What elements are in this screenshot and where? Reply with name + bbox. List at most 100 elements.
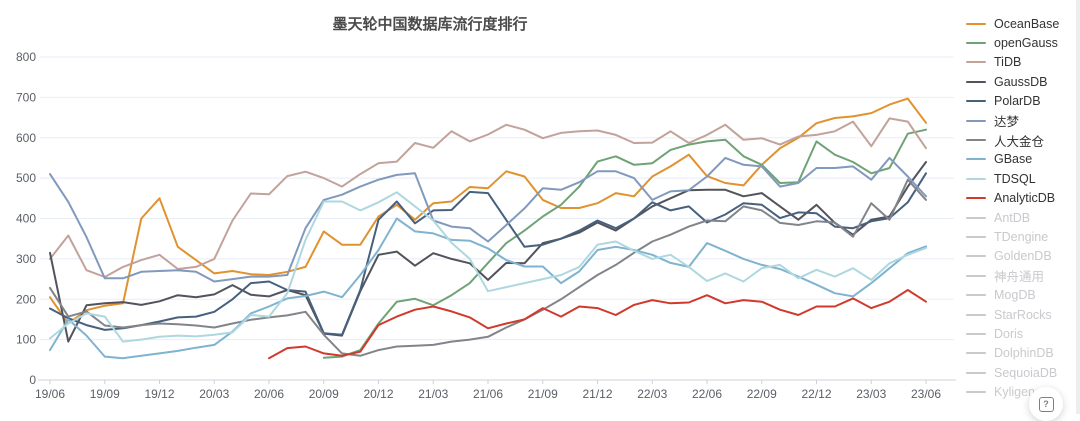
legend-line-marker bbox=[966, 197, 986, 200]
legend-label: PolarDB bbox=[994, 94, 1041, 109]
x-axis-tick-label: 19/06 bbox=[35, 387, 65, 401]
y-axis-tick-label: 100 bbox=[16, 333, 36, 347]
series-line-人大金仓 bbox=[49, 178, 927, 357]
legend-item-OceanBase[interactable]: OceanBase bbox=[966, 14, 1078, 33]
legend-label: MogDB bbox=[994, 288, 1036, 303]
legend-item-GaussDB[interactable]: GaussDB bbox=[966, 72, 1078, 91]
legend-line-marker bbox=[966, 352, 986, 355]
help-button[interactable]: ? bbox=[1029, 387, 1063, 421]
legend-line-marker bbox=[966, 255, 986, 258]
legend-label: DolphinDB bbox=[994, 346, 1054, 361]
legend-label: Doris bbox=[994, 326, 1024, 341]
legend-label: TDengine bbox=[994, 229, 1049, 244]
legend-item-DolphinDB[interactable]: DolphinDB bbox=[966, 344, 1078, 363]
legend-line-marker bbox=[966, 177, 986, 180]
series-line-TiDB bbox=[49, 117, 927, 278]
legend-line-marker bbox=[966, 100, 986, 103]
legend-line-marker bbox=[966, 42, 986, 45]
legend-label: 神舟通用 bbox=[994, 270, 1045, 285]
legend-item-StarRocks[interactable]: StarRocks bbox=[966, 305, 1078, 324]
legend-label: StarRocks bbox=[994, 307, 1052, 322]
legend-item-GoldenDB[interactable]: GoldenDB bbox=[966, 247, 1078, 266]
x-axis-tick-label: 23/06 bbox=[911, 387, 941, 401]
legend-line-marker bbox=[966, 80, 986, 83]
legend-label: TDSQL bbox=[994, 171, 1036, 186]
legend-item-GBase[interactable]: GBase bbox=[966, 150, 1078, 169]
legend-line-marker bbox=[966, 294, 986, 297]
legend-item-神舟通用[interactable]: 神舟通用 bbox=[966, 266, 1078, 285]
series-line-GaussDB bbox=[49, 161, 927, 343]
series-line-AnalyticDB bbox=[268, 289, 927, 360]
legend-line-marker bbox=[966, 139, 986, 142]
y-axis-tick-label: 800 bbox=[16, 50, 36, 64]
legend-line-marker bbox=[966, 22, 986, 25]
y-axis-tick-label: 200 bbox=[16, 292, 36, 306]
x-axis-tick-label: 23/03 bbox=[856, 387, 886, 401]
legend-label: GoldenDB bbox=[994, 249, 1052, 264]
series-line-TDSQL bbox=[49, 191, 927, 343]
legend-label: GBase bbox=[994, 152, 1033, 167]
legend-line-marker bbox=[966, 391, 986, 394]
x-axis-tick-label: 22/03 bbox=[637, 387, 667, 401]
x-axis-tick-label: 22/06 bbox=[692, 387, 722, 401]
legend-item-AntDB[interactable]: AntDB bbox=[966, 208, 1078, 227]
legend-label: openGauss bbox=[994, 36, 1058, 51]
y-axis-tick-label: 0 bbox=[29, 373, 36, 387]
legend-line-marker bbox=[966, 332, 986, 335]
y-axis-tick-label: 500 bbox=[16, 171, 36, 185]
legend-line-marker bbox=[966, 158, 986, 161]
series-line-OceanBase bbox=[49, 97, 927, 325]
series-line-达梦 bbox=[49, 156, 927, 283]
legend-label: 人大金仓 bbox=[994, 134, 1045, 149]
legend-item-达梦[interactable]: 达梦 bbox=[966, 111, 1078, 130]
legend-item-Doris[interactable]: Doris bbox=[966, 324, 1078, 343]
x-axis-tick-label: 21/09 bbox=[528, 387, 558, 401]
x-axis-tick-label: 22/09 bbox=[747, 387, 777, 401]
legend-item-openGauss[interactable]: openGauss bbox=[966, 33, 1078, 52]
series-line-PolarDB bbox=[49, 172, 927, 336]
page-scrollbar[interactable] bbox=[1076, 0, 1080, 414]
x-axis-tick-label: 20/06 bbox=[254, 387, 284, 401]
legend-item-MogDB[interactable]: MogDB bbox=[966, 285, 1078, 304]
x-axis-tick-label: 21/06 bbox=[473, 387, 503, 401]
x-axis-tick-label: 21/03 bbox=[418, 387, 448, 401]
legend-item-TDengine[interactable]: TDengine bbox=[966, 227, 1078, 246]
legend-item-SequoiaDB[interactable]: SequoiaDB bbox=[966, 363, 1078, 382]
legend-line-marker bbox=[966, 216, 986, 219]
legend-line-marker bbox=[966, 313, 986, 316]
legend-label: AntDB bbox=[994, 210, 1031, 225]
boxed-question-mark-icon: ? bbox=[1038, 396, 1054, 412]
legend-label: AnalyticDB bbox=[994, 191, 1056, 206]
legend-line-marker bbox=[966, 371, 986, 374]
legend-label: GaussDB bbox=[994, 74, 1048, 89]
legend-item-PolarDB[interactable]: PolarDB bbox=[966, 92, 1078, 111]
x-axis-tick-label: 19/09 bbox=[90, 387, 120, 401]
x-axis-tick-label: 19/12 bbox=[144, 387, 174, 401]
y-axis-tick-label: 400 bbox=[16, 212, 36, 226]
y-axis-tick-label: 700 bbox=[16, 90, 36, 104]
chart-legend: OceanBase openGauss TiDB GaussDB PolarDB 达梦人大… bbox=[966, 14, 1078, 402]
legend-label: SequoiaDB bbox=[994, 365, 1058, 380]
legend-label: TiDB bbox=[994, 55, 1022, 70]
legend-line-marker bbox=[966, 61, 986, 64]
legend-line-marker bbox=[966, 274, 986, 277]
x-axis-tick-label: 20/03 bbox=[199, 387, 229, 401]
x-axis-tick-label: 22/12 bbox=[801, 387, 831, 401]
legend-item-人大金仓[interactable]: 人大金仓 bbox=[966, 130, 1078, 149]
legend-line-marker bbox=[966, 119, 986, 122]
legend-item-TDSQL[interactable]: TDSQL bbox=[966, 169, 1078, 188]
legend-line-marker bbox=[966, 235, 986, 238]
series-line-openGauss bbox=[322, 128, 927, 359]
x-axis-tick-label: 20/09 bbox=[309, 387, 339, 401]
chart-title: 墨天轮中国数据库流行度排行 bbox=[332, 16, 528, 33]
series-line-GBase bbox=[49, 217, 927, 360]
legend-label: OceanBase bbox=[994, 16, 1060, 31]
legend-item-AnalyticDB[interactable]: AnalyticDB bbox=[966, 189, 1078, 208]
legend-label: 达梦 bbox=[994, 115, 1020, 130]
y-axis-tick-label: 600 bbox=[16, 131, 36, 145]
y-axis-tick-label: 300 bbox=[16, 252, 36, 266]
x-axis-tick-label: 20/12 bbox=[363, 387, 393, 401]
legend-item-TiDB[interactable]: TiDB bbox=[966, 53, 1078, 72]
x-axis-tick-label: 21/12 bbox=[582, 387, 612, 401]
